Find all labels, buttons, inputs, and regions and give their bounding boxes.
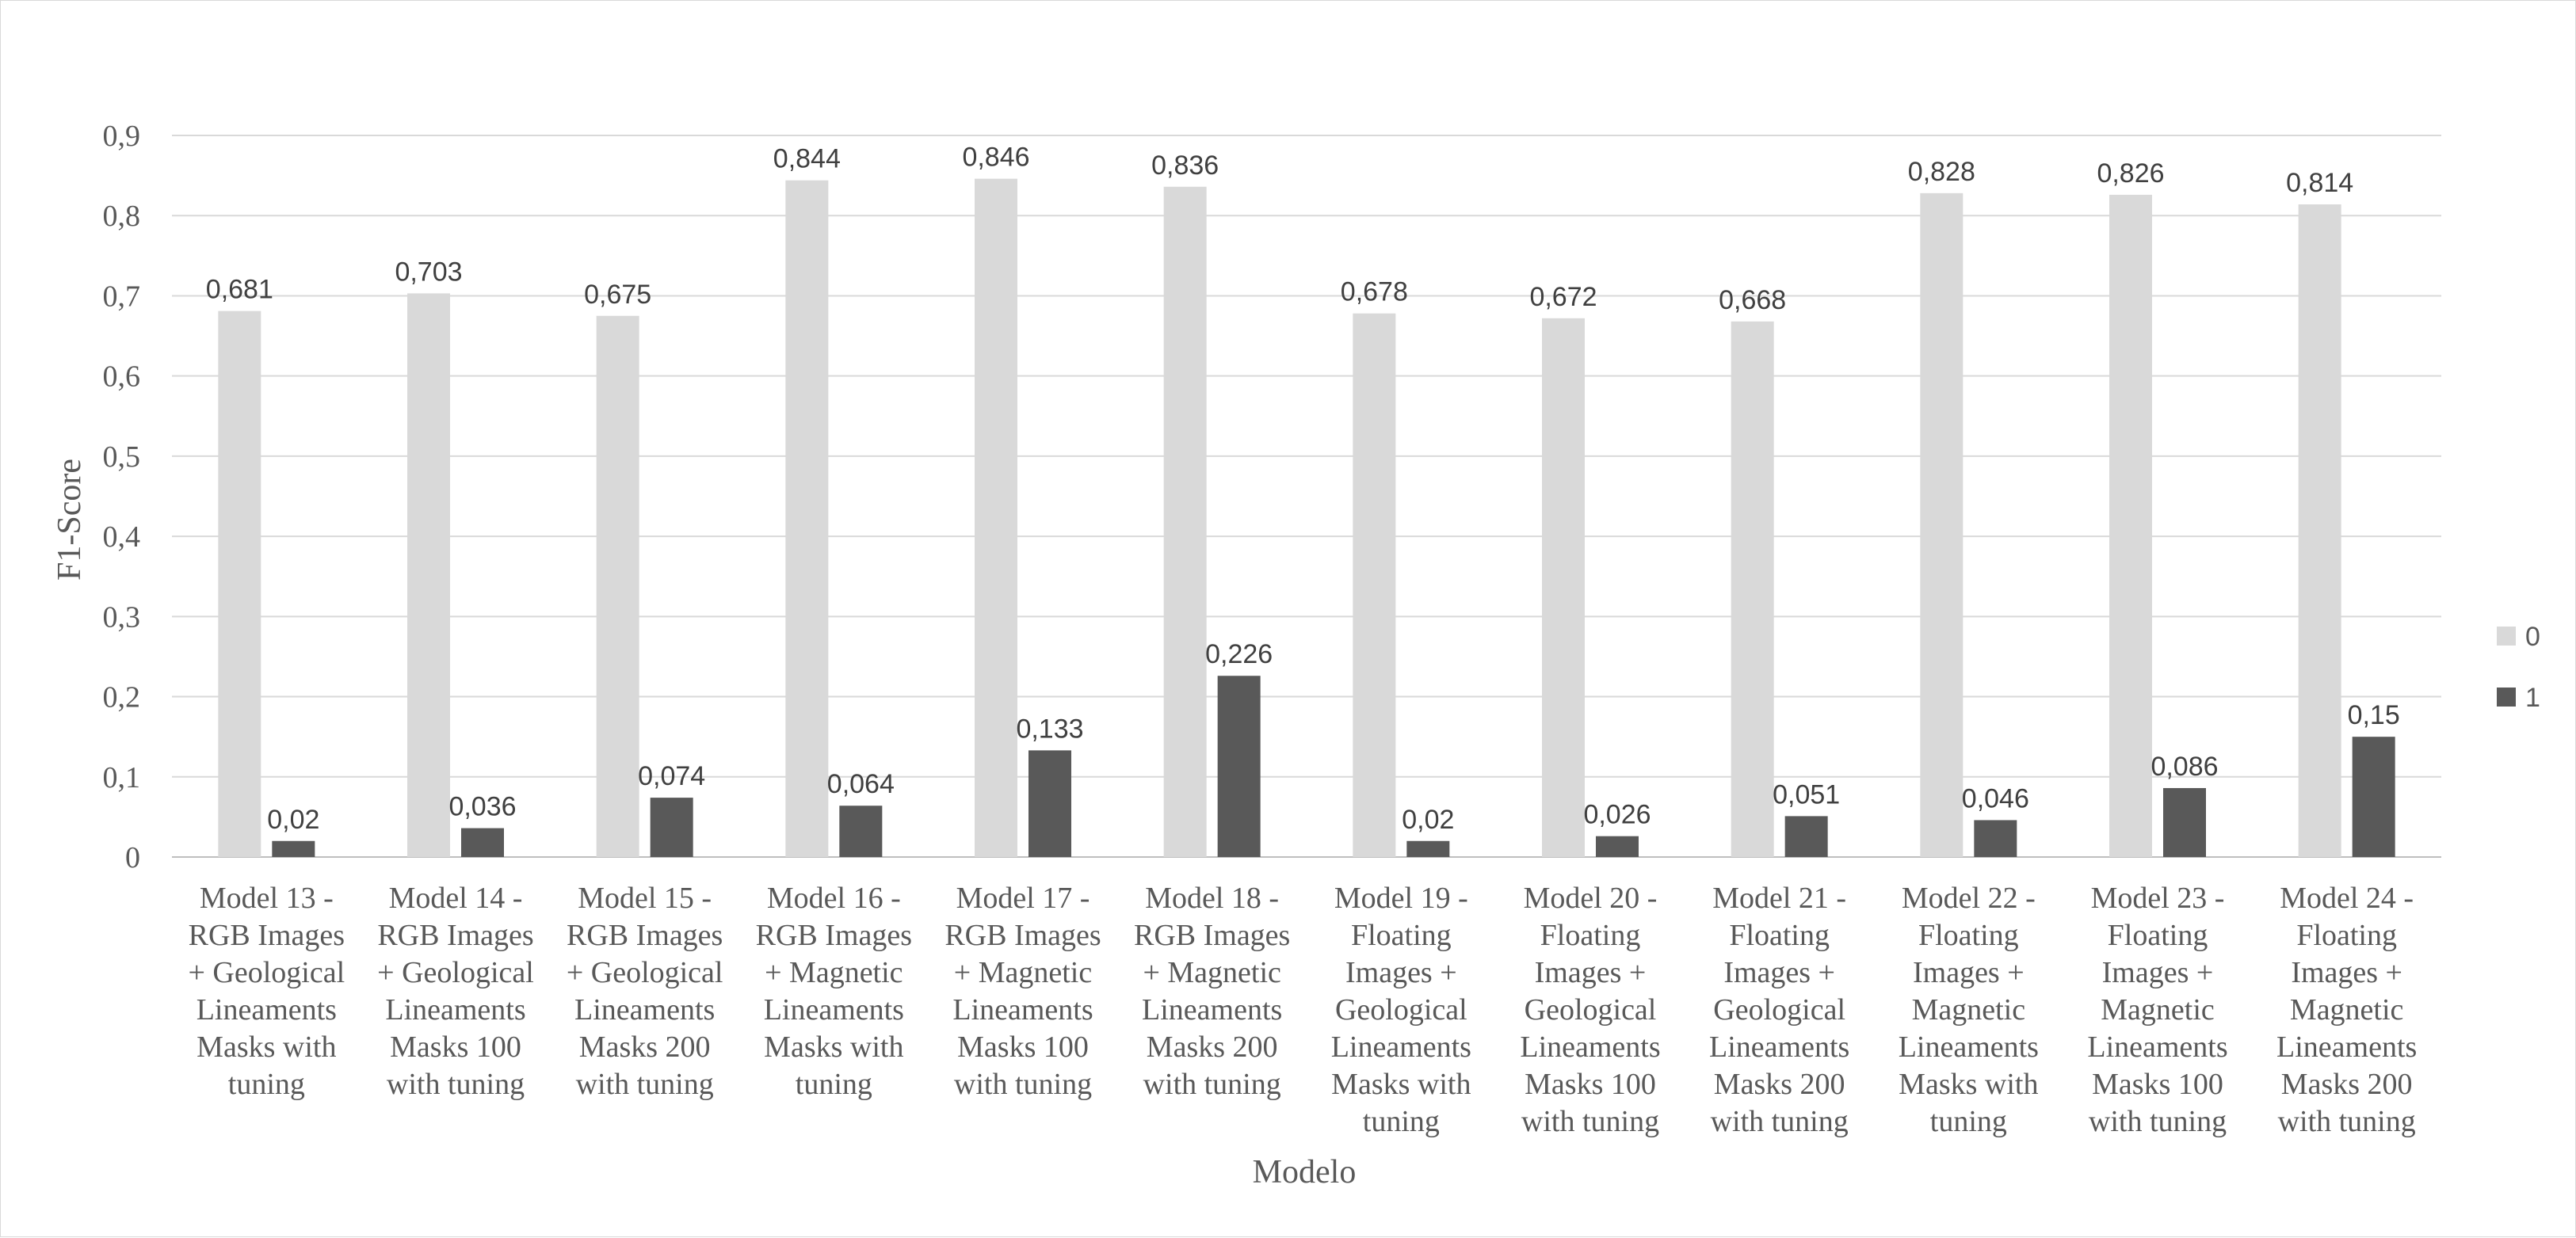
bar-series-0 [785,180,829,857]
data-label: 0,074 [638,761,705,791]
bar-series-1 [1974,820,2017,857]
bar-series-0 [1542,318,1585,858]
bar-series-0 [1353,313,1396,857]
data-label: 0,836 [1151,150,1219,181]
data-label: 0,046 [1962,783,2029,813]
x-tick-label: Model 15 -RGB Images + Geological Lineamen… [567,882,723,1101]
y-axis-title: F1-Score [52,459,88,581]
data-label: 0,678 [1341,277,1408,307]
data-labels: 0,681 0,02 0,703 0,036 0,675 0,074 0,844 0,064 0… [206,143,2400,835]
data-label: 0,844 [773,144,841,174]
y-tick-label: 0,8 [103,200,141,233]
legend-swatch [2497,688,2516,707]
bar-series-0 [2298,204,2341,857]
bar-series-1 [461,828,504,857]
y-axis-ticks: 0 0,1 0,2 0,3 0,4 0,5 0,6 0,7 0,8 0,9 [103,120,141,874]
data-label: 0,051 [1773,779,1840,809]
bar-series-0 [2109,194,2152,858]
x-tick-label: Model 21 -Floating Images + Geological Line… [1709,882,1849,1138]
data-label: 0,828 [1908,157,1975,187]
x-tick-label: Model 13 -RGB Images + Geological Lineamen… [189,882,345,1101]
data-label: 0,226 [1205,639,1273,669]
y-tick-label: 0,3 [103,600,141,634]
data-label: 0,703 [395,257,462,287]
x-tick-label: Model 19 -Floating Images + Geological Line… [1331,882,1471,1138]
x-axis-title: Modelo [1253,1154,1357,1190]
y-tick-label: 0 [125,841,140,874]
data-label: 0,814 [2286,168,2353,198]
bar-series-0 [1731,321,1774,857]
x-tick-label: Model 14 -RGB Images + Geological Lineamen… [377,882,534,1101]
bars [218,178,2395,858]
data-label: 0,675 [584,280,651,310]
y-tick-label: 0,2 [103,681,141,714]
data-label: 0,681 [206,275,273,305]
y-tick-label: 0,9 [103,120,141,153]
bar-series-1 [1596,836,1639,857]
gridlines [172,135,2441,858]
x-tick-label: Model 24 -Floating Images + Magnetic Lineam… [2276,882,2417,1138]
bar-series-0 [218,310,261,858]
data-label: 0,668 [1719,285,1786,315]
x-tick-label: Model 20 -Floating Images + Geological Line… [1520,882,1660,1138]
data-label: 0,672 [1529,282,1597,312]
bar-series-1 [1784,816,1828,857]
x-tick-label: Model 22 -Floating Images + Magnetic Lineam… [1899,882,2039,1138]
legend-swatch [2497,627,2516,646]
bar-series-0 [1163,186,1207,857]
bar-series-1 [1217,676,1261,857]
bar-series-1 [839,806,883,857]
y-tick-label: 0,7 [103,280,141,313]
legend-label: 1 [2525,683,2540,713]
data-label: 0,064 [827,769,895,799]
data-label: 0,02 [267,805,319,835]
data-label: 0,846 [962,143,1029,173]
x-tick-label: Model 18 -RGB Images + Magnetic Lineaments… [1134,882,1290,1101]
bar-series-0 [975,178,1017,857]
bar-series-1 [650,798,693,857]
y-tick-label: 0,5 [103,440,141,474]
y-tick-label: 0,4 [103,520,141,554]
x-tick-label: Model 17 -RGB Images + Magnetic Lineaments… [945,882,1101,1101]
bar-series-0 [407,293,450,857]
bar-series-1 [2163,787,2206,857]
data-label: 0,15 [2348,700,2400,730]
y-tick-label: 0,6 [103,360,141,394]
bar-series-1 [1028,750,1071,857]
bar-series-1 [2352,737,2395,857]
x-tick-label: Model 23 -Floating Images + Magnetic Lineam… [2087,882,2227,1138]
data-label: 0,036 [448,792,516,822]
data-label: 0,086 [2150,752,2218,782]
legend-label: 0 [2525,622,2540,652]
data-label: 0,02 [1402,805,1454,835]
x-tick-label: Model 16 -RGB Images + Magnetic Lineaments… [756,882,912,1101]
data-label: 0,133 [1016,714,1083,744]
bar-series-1 [1406,840,1450,857]
data-label: 0,026 [1583,800,1651,830]
x-axis-categories: Model 13 -RGB Images + Geological Lineamen… [189,882,2418,1138]
bar-series-0 [1920,192,1963,857]
bar-series-1 [272,840,315,857]
y-tick-label: 0,1 [103,761,141,794]
legend: 01 [2497,622,2540,713]
bar-series-0 [596,315,639,857]
data-label: 0,826 [2097,158,2164,189]
